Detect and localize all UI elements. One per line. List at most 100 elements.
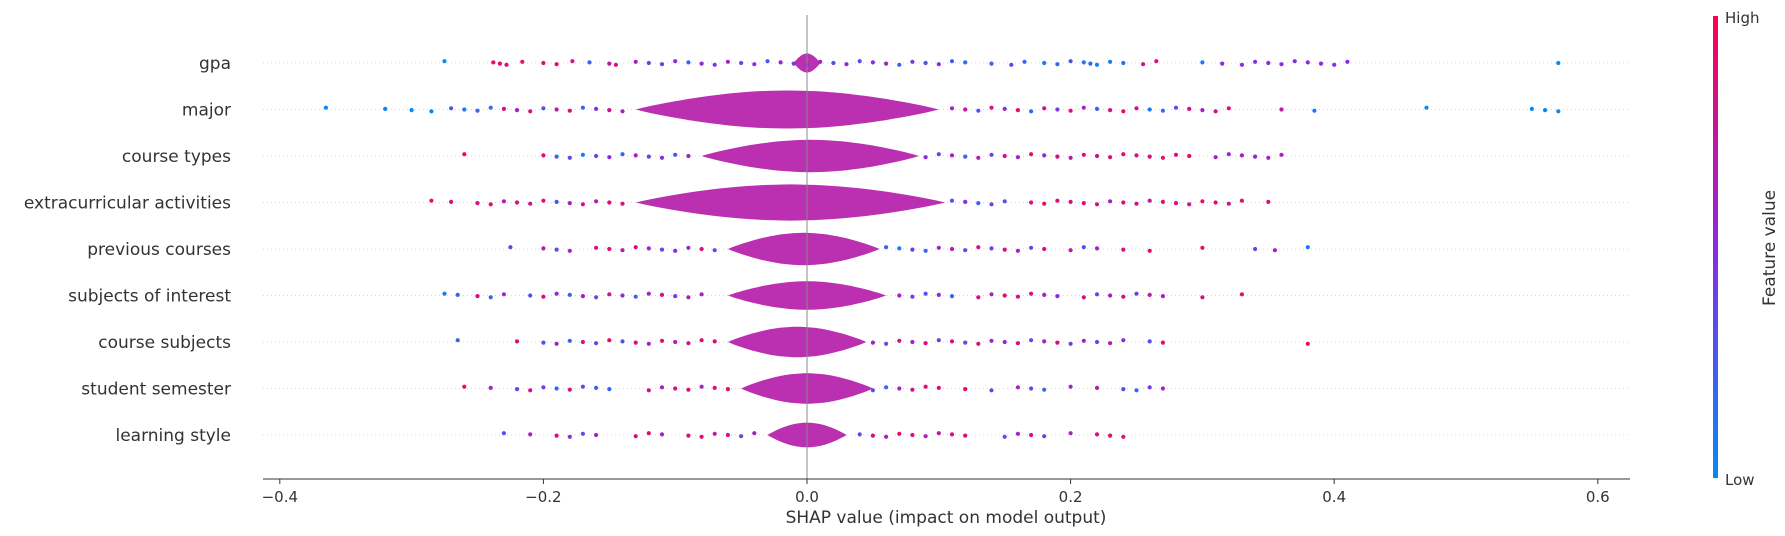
shap-point — [633, 294, 638, 299]
shap-point — [488, 385, 493, 390]
shap-point — [936, 431, 941, 436]
shap-point — [1022, 59, 1027, 64]
shap-point — [594, 153, 599, 159]
feature-row: gpa — [199, 53, 1630, 74]
shap-point — [1305, 341, 1310, 346]
shap-point — [501, 431, 506, 436]
shap-point — [1121, 434, 1126, 439]
shap-point — [646, 154, 651, 159]
shap-point — [1292, 59, 1297, 64]
shap-point — [1002, 199, 1007, 204]
shap-point — [673, 152, 678, 157]
shap-point — [1068, 155, 1073, 160]
feature-label: student semester — [81, 380, 231, 400]
shap-point — [514, 339, 520, 344]
shap-point — [712, 62, 717, 67]
shap-point — [884, 245, 889, 250]
shap-point — [528, 432, 533, 437]
shap-point — [607, 61, 612, 66]
shap-point — [620, 201, 625, 206]
shap-point — [1029, 386, 1034, 391]
shap-point — [594, 341, 599, 346]
shap-point — [963, 387, 968, 392]
shap-point — [1239, 62, 1244, 67]
shap-point — [1094, 153, 1100, 159]
shap-point — [1081, 105, 1086, 110]
shap-point — [989, 292, 994, 297]
shap-point — [646, 341, 651, 346]
shap-point — [1266, 155, 1271, 160]
shap-point — [646, 246, 651, 251]
feature-label: extracurricular activities — [24, 194, 231, 214]
shap-point — [607, 292, 612, 297]
shap-point — [497, 61, 502, 66]
shap-point — [1134, 291, 1139, 296]
shap-point — [1134, 106, 1139, 111]
shap-point — [429, 198, 434, 203]
shap-point — [712, 385, 717, 390]
shap-point — [976, 295, 981, 300]
shap-point — [1029, 245, 1034, 250]
shap-point — [1108, 341, 1113, 346]
shap-point — [923, 384, 928, 389]
shap-point — [1154, 59, 1159, 64]
shap-point — [659, 247, 665, 252]
shap-point — [897, 293, 902, 298]
shap-point — [514, 387, 520, 392]
shap-point — [976, 201, 981, 206]
shap-point — [528, 109, 533, 114]
shap-point — [712, 248, 717, 253]
shap-point — [462, 107, 467, 112]
shap-point — [1108, 155, 1113, 160]
shap-point — [501, 199, 506, 204]
x-tick-label: 0.2 — [1059, 488, 1083, 506]
shap-point — [613, 62, 619, 67]
shap-point — [910, 339, 915, 345]
shap-point — [1147, 248, 1152, 253]
shap-point — [567, 201, 572, 206]
shap-point — [1068, 431, 1073, 436]
shap-point — [936, 245, 941, 250]
feature-row: student semester — [81, 373, 1630, 404]
shap-point — [897, 386, 902, 391]
shap-point — [923, 291, 928, 296]
shap-point — [870, 388, 876, 393]
shap-point — [1160, 108, 1165, 113]
shap-point — [620, 293, 625, 298]
shap-point — [1253, 246, 1258, 252]
shap-point — [449, 199, 454, 204]
shap-point — [1055, 340, 1060, 345]
shap-point — [1266, 199, 1271, 204]
shap-point — [1121, 338, 1126, 343]
shap-point — [587, 60, 592, 65]
shap-point — [725, 387, 731, 392]
colorbar-high-label: High — [1725, 9, 1759, 27]
shap-point — [567, 338, 572, 343]
shap-point — [1121, 247, 1126, 252]
shap-point — [936, 152, 941, 157]
shap-point — [699, 246, 704, 252]
shap-point — [1108, 59, 1113, 64]
shap-point — [528, 293, 533, 298]
shap-point — [1068, 108, 1073, 113]
shap-point — [554, 341, 559, 346]
shap-point — [491, 60, 496, 65]
shap-point — [1187, 153, 1192, 159]
shap-point — [1094, 385, 1100, 390]
shap-point — [989, 152, 994, 157]
shap-point — [1200, 245, 1205, 250]
shap-point — [594, 385, 599, 390]
shap-point — [528, 388, 533, 393]
shap-point — [949, 106, 955, 111]
shap-point — [1173, 152, 1179, 157]
shap-point — [1068, 199, 1073, 204]
shap-point — [673, 339, 678, 345]
shap-point — [1015, 431, 1021, 436]
shap-point — [659, 338, 665, 343]
shap-point — [1068, 384, 1073, 389]
violin-body — [701, 139, 919, 173]
feature-label: gpa — [199, 54, 231, 74]
shap-point — [923, 60, 928, 66]
shap-point — [673, 386, 678, 391]
shap-point — [488, 295, 493, 300]
